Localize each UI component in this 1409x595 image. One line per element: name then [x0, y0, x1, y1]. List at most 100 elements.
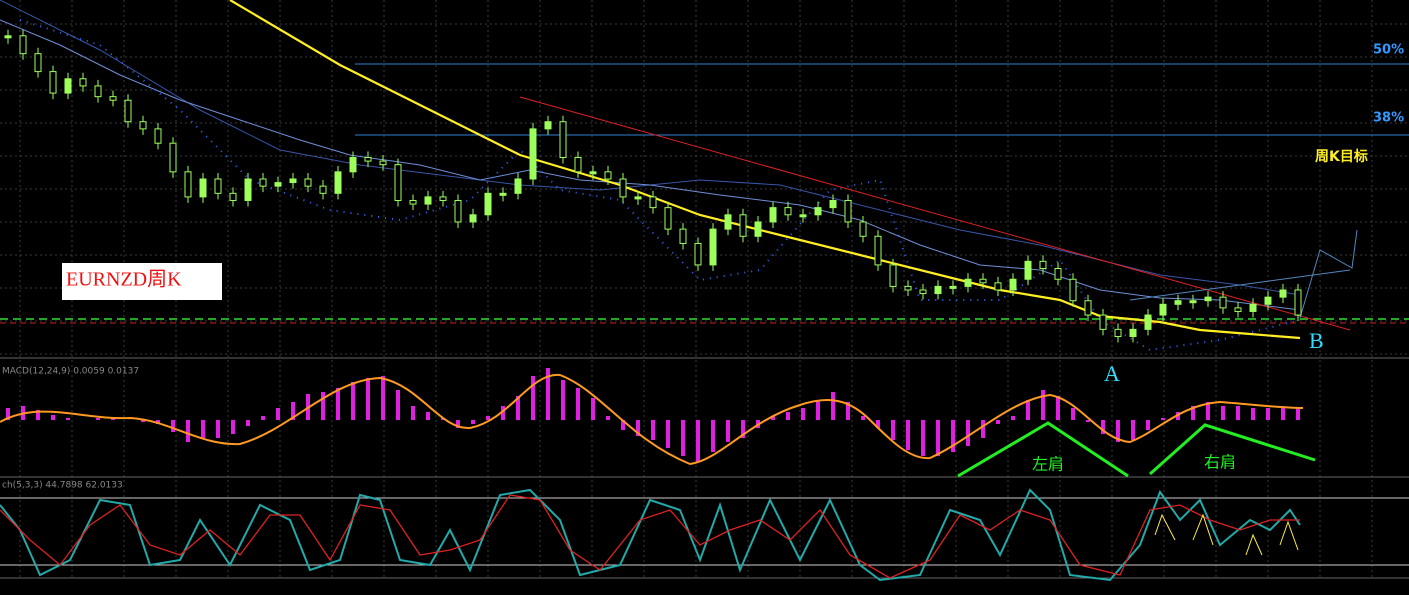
- candle: [379, 160, 387, 166]
- macd-bar: [951, 420, 955, 452]
- candle: [319, 185, 327, 194]
- macd-bar: [1266, 408, 1270, 420]
- macd-bar: [741, 420, 745, 438]
- candle: [679, 228, 687, 244]
- candle: [484, 192, 492, 216]
- candle: [1219, 296, 1227, 309]
- macd-bar: [201, 420, 205, 438]
- macd-bar: [1251, 408, 1255, 420]
- macd-bar: [36, 410, 40, 420]
- macd-bar: [1161, 418, 1165, 420]
- macd-bar: [396, 390, 400, 420]
- macd-bar: [966, 420, 970, 446]
- macd-bar: [51, 415, 55, 420]
- macd-bar: [666, 420, 670, 448]
- macd-bar: [711, 420, 715, 452]
- parabolic-sar: [19, 19, 1301, 352]
- macd-bar: [531, 376, 535, 420]
- candle: [274, 182, 282, 187]
- macd-bar: [381, 376, 385, 420]
- macd-bar: [1131, 420, 1135, 440]
- candle: [1099, 314, 1107, 330]
- candle: [214, 178, 222, 194]
- macd-bar: [1071, 408, 1075, 420]
- candle: [454, 199, 462, 223]
- label-box: [62, 263, 222, 300]
- macd-bar: [696, 420, 700, 462]
- candle: [184, 171, 192, 198]
- candle: [304, 178, 312, 187]
- candle: [754, 221, 762, 237]
- macd-bar: [1236, 406, 1240, 420]
- projection-line: [1299, 229, 1358, 319]
- macd-bar: [921, 420, 925, 456]
- macd-bar: [516, 396, 520, 420]
- macd-bar: [291, 402, 295, 420]
- macd-bar: [1296, 408, 1300, 420]
- macd-bar: [876, 420, 880, 428]
- candle: [64, 78, 72, 94]
- candle: [844, 199, 852, 223]
- stoch-signal: [0, 494, 1300, 579]
- candle: [574, 157, 582, 173]
- macd-bar: [1011, 416, 1015, 420]
- marks: [4, 29, 1302, 462]
- candle: [469, 214, 477, 223]
- candle: [559, 121, 567, 159]
- candle: [139, 121, 147, 130]
- peak-marks: [1154, 513, 1299, 556]
- macd-bar: [486, 416, 490, 420]
- candle: [439, 196, 447, 201]
- point-label: B: [1309, 328, 1324, 353]
- candle: [649, 196, 657, 209]
- candle: [334, 171, 342, 194]
- fib-label: 38%: [1373, 111, 1404, 126]
- symbol-label: EURNZD周K: [66, 269, 182, 291]
- macd-bar: [141, 420, 145, 422]
- macd-bar: [261, 416, 265, 420]
- macd-bar: [561, 380, 565, 420]
- macd-bar: [606, 416, 610, 420]
- candle: [4, 35, 12, 39]
- candle: [949, 285, 957, 289]
- candle: [589, 171, 597, 175]
- macd-bar: [186, 420, 190, 442]
- macd-bar: [216, 420, 220, 438]
- target-label: 周K目标: [1315, 148, 1368, 165]
- candle: [979, 278, 987, 284]
- candle: [259, 178, 267, 187]
- candle: [1009, 278, 1017, 291]
- candle: [1114, 328, 1122, 338]
- macd-bar: [246, 420, 250, 426]
- macd-signal: [0, 373, 1304, 466]
- candle: [1129, 328, 1137, 338]
- macd-bar: [1026, 400, 1030, 420]
- candle: [544, 121, 552, 130]
- macd-bar: [636, 420, 640, 436]
- trend-line: [519, 96, 1351, 331]
- candle: [124, 99, 132, 123]
- candle: [169, 142, 177, 173]
- macd-bar: [861, 416, 865, 420]
- macd-bar: [726, 420, 730, 442]
- candle: [1264, 296, 1272, 305]
- candle: [1279, 289, 1287, 298]
- macd-bar: [336, 388, 340, 420]
- macd-bar: [906, 420, 910, 450]
- macd-bar: [1191, 406, 1195, 420]
- candle: [709, 228, 717, 266]
- macd-bar: [426, 412, 430, 420]
- candle: [1174, 300, 1182, 305]
- macd-bar: [171, 420, 175, 432]
- macd-bar: [1206, 402, 1210, 420]
- macd-bar: [6, 408, 10, 420]
- candle: [409, 199, 417, 205]
- macd-bar: [66, 418, 70, 420]
- macd-bar: [156, 420, 160, 424]
- macd-bar: [981, 420, 985, 438]
- macd-bar: [546, 368, 550, 420]
- macd-bar: [366, 378, 370, 420]
- macd-bar: [891, 420, 895, 440]
- candle: [514, 178, 522, 194]
- macd-bar: [1116, 420, 1120, 442]
